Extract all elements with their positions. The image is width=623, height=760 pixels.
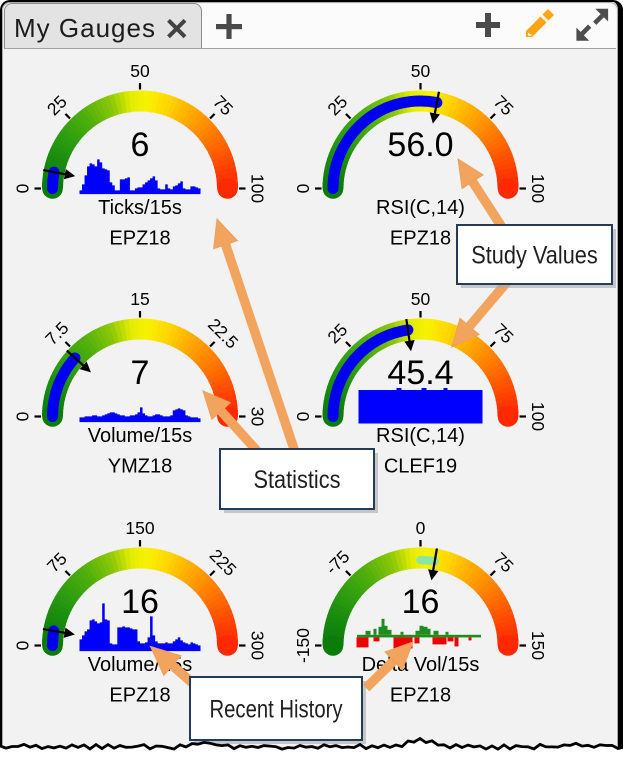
- svg-text:Recent History: Recent History: [210, 696, 343, 724]
- svg-text:EPZ18: EPZ18: [109, 685, 170, 707]
- svg-text:30: 30: [248, 407, 268, 427]
- svg-text:50: 50: [411, 289, 431, 309]
- svg-text:50: 50: [411, 61, 431, 81]
- svg-text:16: 16: [402, 583, 440, 621]
- svg-text:EPZ18: EPZ18: [390, 685, 451, 707]
- svg-text:15: 15: [130, 289, 149, 309]
- svg-text:-150: -150: [293, 628, 313, 663]
- svg-text:150: 150: [528, 631, 548, 660]
- svg-text:0: 0: [13, 183, 33, 193]
- svg-text:150: 150: [125, 518, 154, 538]
- svg-text:Volume/15s: Volume/15s: [88, 425, 193, 447]
- svg-text:EPZ18: EPZ18: [390, 228, 451, 250]
- svg-text:50: 50: [130, 61, 150, 81]
- svg-text:300: 300: [248, 631, 268, 660]
- svg-text:Statistics: Statistics: [254, 466, 341, 494]
- svg-text:RSI(C,14): RSI(C,14): [376, 197, 465, 219]
- svg-text:0: 0: [293, 183, 313, 193]
- svg-text:EPZ18: EPZ18: [109, 228, 170, 250]
- svg-text:CLEF19: CLEF19: [384, 456, 457, 478]
- svg-text:Study Values: Study Values: [471, 242, 598, 270]
- svg-text:100: 100: [248, 174, 268, 203]
- svg-text:YMZ18: YMZ18: [108, 456, 172, 478]
- svg-text:Ticks/15s: Ticks/15s: [98, 197, 182, 219]
- svg-text:6: 6: [131, 126, 150, 164]
- svg-text:0: 0: [416, 518, 426, 538]
- svg-text:56.0: 56.0: [387, 126, 453, 164]
- svg-text:0: 0: [13, 411, 33, 421]
- svg-text:22.5: 22.5: [204, 314, 242, 352]
- svg-text:0: 0: [293, 411, 313, 421]
- svg-text:16: 16: [121, 583, 159, 621]
- svg-text:45.4: 45.4: [387, 354, 453, 392]
- svg-text:100: 100: [528, 174, 548, 203]
- svg-text:RSI(C,14): RSI(C,14): [376, 425, 465, 447]
- svg-text:7: 7: [131, 354, 150, 392]
- svg-text:0: 0: [13, 640, 33, 650]
- svg-text:100: 100: [528, 402, 548, 431]
